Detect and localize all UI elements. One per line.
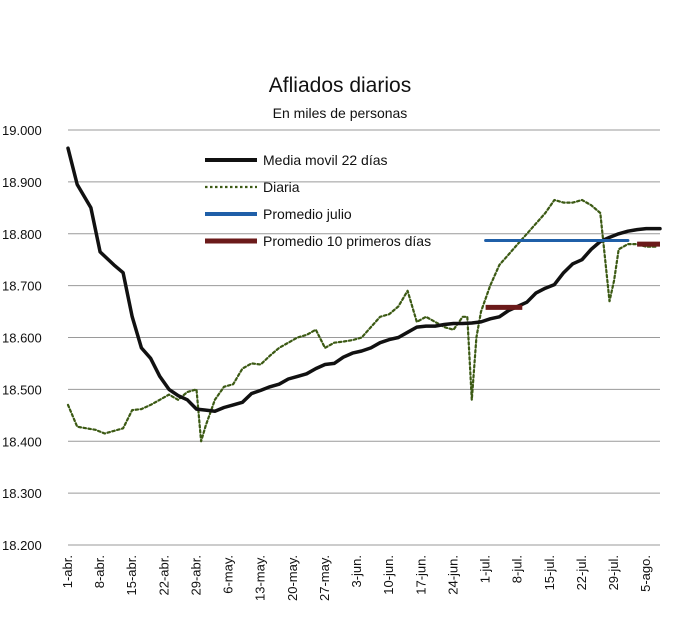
y-tick-label: 18.300 xyxy=(2,486,42,501)
series-lines xyxy=(66,146,662,443)
chart-title: Afliados diarios xyxy=(269,74,411,97)
y-tick-label: 18.900 xyxy=(2,175,42,190)
x-tick-label: 22-jul. xyxy=(574,555,589,590)
x-axis-tick-labels: 1-abr. 8-abr. 15-abr. 22-abr. 29-abr. 6-may. 1… xyxy=(60,555,653,601)
x-tick-label: 8-abr. xyxy=(92,555,107,588)
series-line-media-movil xyxy=(66,146,662,413)
x-tick-label: 24-jun. xyxy=(445,555,460,595)
x-tick-label: 1-jul. xyxy=(478,555,493,583)
x-tick-label: 8-jul. xyxy=(510,555,525,583)
x-tick-label: 5-ago. xyxy=(638,555,653,592)
y-tick-label: 18.700 xyxy=(2,279,42,294)
x-tick-label: 17-jun. xyxy=(413,555,428,595)
legend-item-media-movil: Media movil 22 días xyxy=(205,152,388,168)
y-tick-label: 18.600 xyxy=(2,331,42,346)
y-tick-label: 18.400 xyxy=(2,434,42,449)
y-axis-tick-labels: 18.200 18.300 18.400 18.500 18.600 18.700 18.8… xyxy=(2,123,42,553)
y-tick-label: 18.800 xyxy=(2,227,42,242)
x-tick-label: 1-abr. xyxy=(60,555,75,588)
y-tick-label: 18.500 xyxy=(2,382,42,397)
x-tick-label: 3-jun. xyxy=(349,555,364,588)
legend-label: Media movil 22 días xyxy=(263,152,388,168)
x-tick-label: 29-jul. xyxy=(606,555,621,590)
chart-subtitle: En miles de personas xyxy=(273,105,408,121)
legend-label: Promedio 10 primeros días xyxy=(263,233,431,249)
legend: Media movil 22 días Diaria Promedio julio P… xyxy=(205,152,431,249)
x-tick-label: 22-abr. xyxy=(156,555,171,595)
legend-item-promedio-julio: Promedio julio xyxy=(205,206,352,222)
legend-label: Diaria xyxy=(263,179,300,195)
x-tick-label: 29-abr. xyxy=(188,555,203,595)
x-tick-label: 10-jun. xyxy=(381,555,396,595)
x-tick-label: 20-may. xyxy=(285,555,300,601)
x-tick-label: 13-may. xyxy=(253,555,268,601)
legend-label: Promedio julio xyxy=(263,206,352,222)
gridlines xyxy=(68,129,660,546)
y-tick-label: 18.200 xyxy=(2,538,42,553)
legend-item-diaria: Diaria xyxy=(205,179,300,195)
x-tick-label: 27-may. xyxy=(317,555,332,601)
series-line-diaria xyxy=(66,198,657,443)
x-tick-label: 15-jul. xyxy=(542,555,557,590)
x-tick-label: 6-may. xyxy=(221,555,236,594)
y-tick-label: 19.000 xyxy=(2,123,42,138)
legend-item-promedio-10-primeros-dias: Promedio 10 primeros días xyxy=(205,233,431,249)
x-tick-label: 15-abr. xyxy=(124,555,139,595)
